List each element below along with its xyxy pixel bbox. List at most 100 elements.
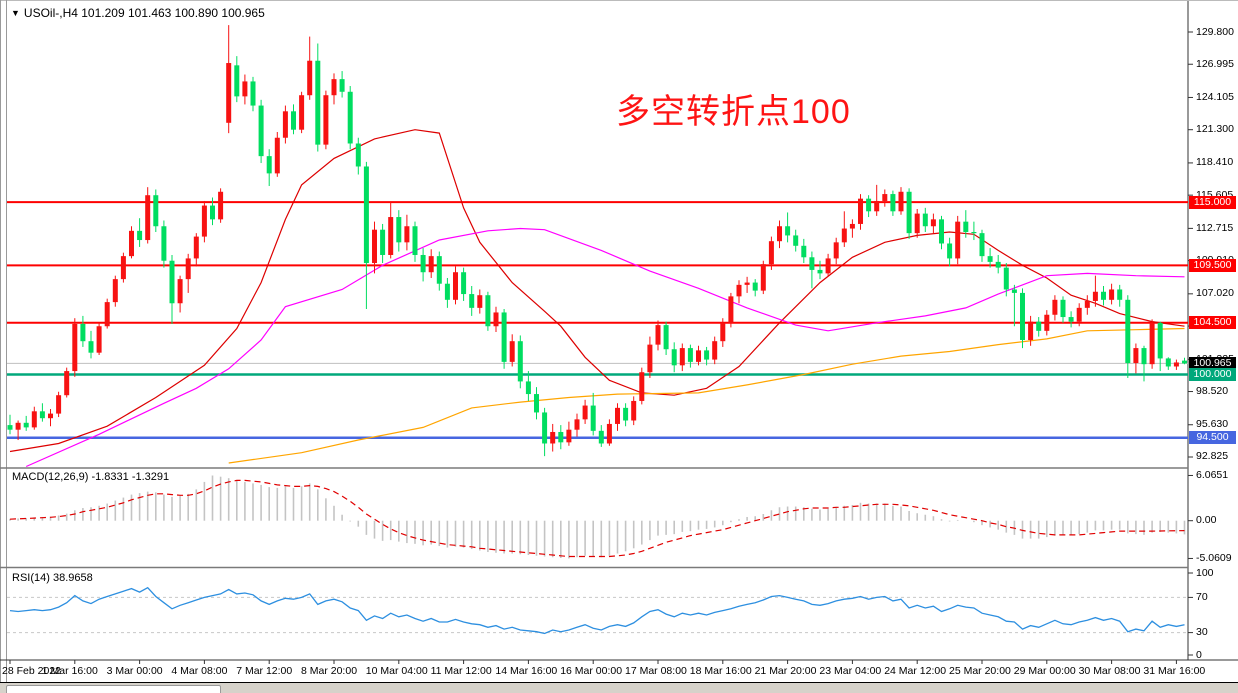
window-left-border (0, 0, 1, 682)
price-badge-109.500: 109.500 (1189, 258, 1236, 272)
candle-body (72, 323, 78, 372)
date-label: 14 Mar 16:00 (495, 665, 558, 677)
price-tick-label: 98.520 (1196, 385, 1229, 398)
candle-body (598, 430, 604, 444)
horizontal-scrollbar[interactable] (0, 682, 1238, 693)
candle-body (517, 341, 523, 382)
candle-body (388, 217, 394, 255)
candle-body (315, 60, 321, 145)
date-label: 28 Feb 2022 (2, 665, 61, 677)
candle-body (1044, 314, 1050, 331)
date-label: 21 Mar 20:00 (754, 665, 817, 677)
candle-body (1157, 322, 1163, 359)
date-label: 31 Mar 16:00 (1143, 665, 1206, 677)
window-top-border (0, 0, 1238, 1)
candle-body (712, 341, 718, 360)
candle-body (987, 256, 993, 262)
candle-body (1052, 299, 1058, 315)
candle-body (509, 341, 515, 362)
candle-body (64, 371, 70, 396)
date-label: 25 Mar 20:00 (949, 665, 1011, 677)
candle-body (137, 230, 143, 241)
candle-body (534, 394, 539, 413)
candle-body (169, 260, 175, 304)
candle-body (274, 137, 280, 174)
candle-body (825, 258, 831, 274)
symbol-dropdown-icon[interactable]: ▼ (11, 8, 20, 18)
candle-body (412, 226, 418, 255)
slow-ma-line (228, 327, 1185, 464)
candle-body (736, 284, 742, 297)
candle-body (647, 344, 653, 373)
window-left-border-inner (6, 0, 7, 682)
candle-body (1084, 300, 1090, 308)
candle-body (890, 194, 896, 212)
candle-body (1149, 322, 1155, 365)
candle-body (153, 195, 159, 227)
candle-body (436, 256, 442, 284)
candle-body (1182, 360, 1187, 364)
candle-body (250, 81, 256, 106)
candle-body (201, 205, 207, 237)
candle-body (7, 425, 13, 430)
candle-body (858, 198, 863, 224)
scrollbar-thumb[interactable] (6, 685, 221, 693)
macd-tick-label: 0.00 (1196, 514, 1217, 527)
price-tick-label: 118.410 (1196, 156, 1234, 169)
candle-body (1076, 307, 1082, 322)
candle-body (752, 282, 758, 291)
candle-body (1117, 289, 1123, 300)
candle-body (542, 412, 548, 444)
macd-tick-label: -5.0609 (1196, 551, 1232, 564)
candle-body (760, 264, 766, 291)
candle-body (1101, 291, 1106, 300)
date-label: 18 Mar 16:00 (689, 665, 752, 677)
candle-body (906, 191, 912, 234)
date-label: 1 Mar 16:00 (41, 665, 98, 677)
candle-body (1011, 289, 1017, 293)
candle-body (1141, 348, 1147, 365)
candle-body (31, 411, 37, 428)
candle-body (1036, 321, 1042, 331)
price-tick-label: 121.300 (1196, 123, 1234, 136)
candle-body (129, 230, 134, 257)
candle-body (801, 245, 807, 258)
price-tick-label: 115.605 (1196, 189, 1233, 201)
candle-body (177, 279, 183, 304)
candle-body (242, 81, 248, 97)
candle-body (444, 283, 450, 300)
macd-tick-label: 6.0651 (1196, 468, 1229, 481)
candle-body (485, 295, 491, 327)
candle-body (566, 429, 572, 443)
candle-body (396, 217, 402, 243)
chart-title: ▼ USOil-,H4 101.209 101.463 100.890 100.9… (11, 6, 265, 20)
candle-body (793, 235, 799, 246)
date-label: 30 Mar 08:00 (1078, 665, 1141, 677)
chart-background (7, 1, 1188, 693)
rsi-tick-label: 30 (1196, 626, 1208, 639)
candle-body (1092, 291, 1098, 301)
candle-body (193, 236, 199, 259)
candle-body (671, 349, 677, 366)
candle-body (355, 143, 361, 167)
candle-body (623, 407, 629, 421)
candle-body (1068, 317, 1074, 322)
candle-body (380, 229, 386, 255)
candle-body (104, 302, 110, 327)
date-label: 29 Mar 00:00 (1013, 665, 1076, 677)
candle-body (866, 198, 872, 212)
rsi-tick-label: 70 (1196, 590, 1208, 603)
price-tick-label: 112.715 (1196, 221, 1234, 234)
price-badge-115.000: 115.000 (1189, 195, 1236, 209)
date-label: 17 Mar 08:00 (625, 665, 687, 677)
candle-body (23, 422, 29, 428)
candle-body (56, 395, 62, 414)
rsi-tick-label: 100 (1196, 566, 1214, 579)
candle-body (1173, 362, 1179, 367)
candle-body (1003, 267, 1009, 290)
candle-body (833, 242, 839, 259)
candle-body (453, 272, 458, 300)
candle-body (922, 213, 928, 227)
